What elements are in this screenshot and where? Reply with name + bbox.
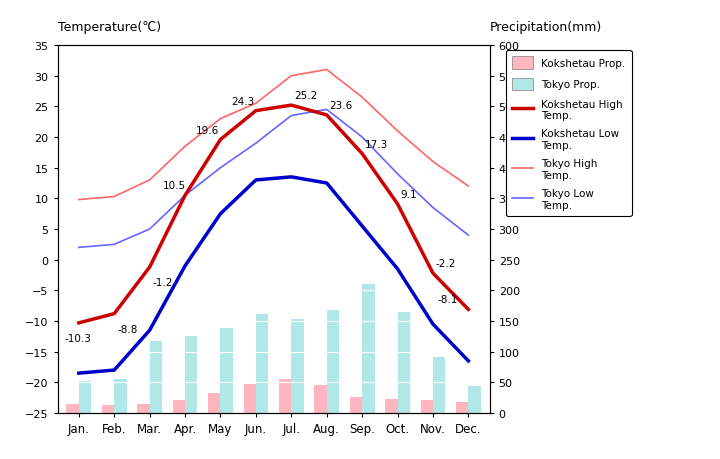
Bar bbox=[433, 357, 446, 413]
Bar bbox=[456, 402, 468, 413]
Text: 10.5: 10.5 bbox=[163, 181, 186, 191]
Tokyo High
Temp. bbox=[393, 129, 402, 134]
Text: -10.3: -10.3 bbox=[65, 333, 92, 343]
Text: 17.3: 17.3 bbox=[365, 140, 388, 149]
Bar bbox=[208, 393, 220, 413]
Bar bbox=[66, 404, 79, 413]
Bar bbox=[292, 319, 304, 413]
Tokyo Low
Temp. bbox=[75, 245, 84, 251]
Tokyo Low
Temp. bbox=[393, 172, 402, 177]
Kokshetau High
Temp. bbox=[251, 109, 260, 114]
Tokyo High
Temp. bbox=[464, 184, 472, 190]
Bar bbox=[350, 397, 362, 413]
Text: 9.1: 9.1 bbox=[400, 190, 417, 200]
Kokshetau High
Temp. bbox=[323, 113, 331, 118]
Text: -1.2: -1.2 bbox=[153, 278, 173, 287]
Tokyo High
Temp. bbox=[110, 194, 119, 200]
Bar bbox=[315, 386, 327, 413]
Bar bbox=[185, 336, 197, 413]
Tokyo High
Temp. bbox=[145, 178, 154, 183]
Tokyo Low
Temp. bbox=[287, 113, 296, 119]
Tokyo Low
Temp. bbox=[464, 233, 472, 238]
Kokshetau Low
Temp. bbox=[110, 368, 119, 373]
Kokshetau Low
Temp. bbox=[75, 370, 84, 376]
Text: Precipitation(mm): Precipitation(mm) bbox=[490, 22, 602, 34]
Kokshetau Low
Temp. bbox=[287, 175, 296, 180]
Tokyo High
Temp. bbox=[251, 101, 260, 107]
Text: 19.6: 19.6 bbox=[196, 125, 219, 135]
Bar bbox=[327, 310, 339, 413]
Tokyo Low
Temp. bbox=[358, 135, 366, 140]
Tokyo High
Temp. bbox=[75, 197, 84, 203]
Text: 25.2: 25.2 bbox=[294, 91, 318, 101]
Legend: Kokshetau Prop., Tokyo Prop., Kokshetau High
Temp., Kokshetau Low
Temp., Tokyo H: Kokshetau Prop., Tokyo Prop., Kokshetau … bbox=[505, 51, 631, 217]
Text: -8.8: -8.8 bbox=[117, 324, 138, 334]
Bar bbox=[150, 341, 162, 413]
Bar bbox=[420, 400, 433, 413]
Kokshetau Low
Temp. bbox=[358, 224, 366, 229]
Kokshetau High
Temp. bbox=[464, 307, 472, 313]
Kokshetau High
Temp. bbox=[393, 202, 402, 207]
Tokyo Low
Temp. bbox=[181, 193, 189, 199]
Bar bbox=[173, 400, 185, 413]
Kokshetau Low
Temp. bbox=[464, 358, 472, 364]
Kokshetau Low
Temp. bbox=[251, 178, 260, 183]
Bar bbox=[279, 380, 292, 413]
Kokshetau High
Temp. bbox=[110, 311, 119, 317]
Line: Tokyo High
Temp.: Tokyo High Temp. bbox=[79, 70, 468, 200]
Bar bbox=[243, 384, 256, 413]
Tokyo High
Temp. bbox=[216, 117, 225, 122]
Tokyo High
Temp. bbox=[181, 144, 189, 150]
Bar bbox=[220, 329, 233, 413]
Tokyo Low
Temp. bbox=[323, 107, 331, 113]
Bar bbox=[385, 399, 397, 413]
Bar bbox=[138, 404, 150, 413]
Line: Tokyo Low
Temp.: Tokyo Low Temp. bbox=[79, 110, 468, 248]
Text: Temperature(℃): Temperature(℃) bbox=[58, 22, 161, 34]
Kokshetau High
Temp. bbox=[216, 137, 225, 143]
Tokyo High
Temp. bbox=[428, 159, 437, 165]
Kokshetau High
Temp. bbox=[428, 271, 437, 276]
Line: Kokshetau Low
Temp.: Kokshetau Low Temp. bbox=[79, 178, 468, 373]
Tokyo Low
Temp. bbox=[110, 242, 119, 247]
Tokyo Low
Temp. bbox=[251, 141, 260, 146]
Kokshetau Low
Temp. bbox=[145, 328, 154, 333]
Kokshetau High
Temp. bbox=[287, 103, 296, 109]
Tokyo Low
Temp. bbox=[428, 205, 437, 211]
Kokshetau High
Temp. bbox=[75, 320, 84, 326]
Tokyo High
Temp. bbox=[287, 74, 296, 79]
Kokshetau Low
Temp. bbox=[393, 267, 402, 272]
Kokshetau Low
Temp. bbox=[216, 212, 225, 217]
Kokshetau Low
Temp. bbox=[181, 263, 189, 269]
Text: -8.1: -8.1 bbox=[438, 295, 458, 305]
Tokyo High
Temp. bbox=[323, 67, 331, 73]
Tokyo High
Temp. bbox=[358, 95, 366, 101]
Kokshetau Low
Temp. bbox=[428, 322, 437, 327]
Bar bbox=[79, 381, 91, 413]
Bar bbox=[468, 386, 481, 413]
Text: -2.2: -2.2 bbox=[436, 259, 456, 269]
Text: 24.3: 24.3 bbox=[231, 96, 254, 106]
Kokshetau High
Temp. bbox=[358, 151, 366, 157]
Bar bbox=[362, 285, 374, 413]
Kokshetau High
Temp. bbox=[181, 193, 189, 199]
Tokyo Low
Temp. bbox=[145, 227, 154, 232]
Bar bbox=[256, 314, 269, 413]
Text: 23.6: 23.6 bbox=[330, 101, 353, 111]
Bar bbox=[114, 379, 127, 413]
Line: Kokshetau High
Temp.: Kokshetau High Temp. bbox=[79, 106, 468, 323]
Bar bbox=[397, 312, 410, 413]
Bar bbox=[102, 405, 114, 413]
Kokshetau Low
Temp. bbox=[323, 181, 331, 186]
Tokyo Low
Temp. bbox=[216, 166, 225, 171]
Kokshetau High
Temp. bbox=[145, 265, 154, 270]
